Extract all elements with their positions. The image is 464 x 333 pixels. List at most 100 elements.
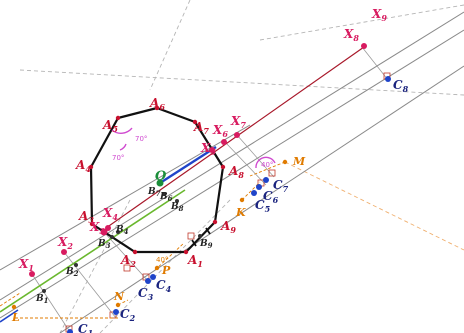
connector [103,231,149,282]
label-x7: X7 [230,114,246,130]
c-point [113,309,119,315]
parallel-lines [0,11,464,333]
b-labels: B1 B2 B3 B4 B6 B7 B8 B9 [35,187,213,305]
connector [236,134,275,178]
blue-line [159,145,217,185]
vertex-point [212,219,218,225]
c-point [263,177,269,183]
label-b8: B8 [170,202,184,213]
label-b7: B7 [147,187,161,198]
x-point [100,228,108,236]
label-b2: B2 [65,267,79,278]
label-x3: X3 [89,220,105,236]
blue-line-short [0,309,19,323]
point-k [239,197,245,203]
label-a4: A4 [75,158,91,174]
green-line [0,189,186,313]
label-c1: C1 [78,322,93,333]
center-point [156,179,164,187]
dashed-line [99,199,231,333]
label-k: K [235,206,246,219]
perpendicular-connectors [31,46,389,333]
connector [225,142,267,186]
edge-ticks [191,227,211,247]
vertex-point [154,105,160,111]
label-x2: X2 [57,235,73,251]
dashed-line [259,4,464,41]
vertex-point [192,119,198,125]
orange-labels: K L M N P [11,155,306,324]
b-point [175,199,179,203]
tick [205,227,211,235]
label-l: L [11,311,20,324]
parallel-line [0,124,251,271]
label-b9: B9 [199,239,213,250]
vertex-point [132,249,138,255]
label-x8: X8 [343,27,359,43]
x-point [105,225,111,231]
label-c2: C2 [120,307,136,323]
c-point [256,184,262,190]
parallel-line [0,11,464,301]
point-m [282,159,288,165]
label-n: N [113,290,125,303]
point-p [154,265,160,271]
parallel-line [59,65,464,333]
orange-line [154,242,185,271]
label-c7: C7 [273,178,289,194]
c-point [150,274,156,280]
angle-arc-70 [111,127,133,134]
right-angle [123,264,131,272]
vertex-point [220,164,226,170]
b-point [116,230,120,234]
x-point [234,132,240,138]
angle-arc-70-inner [119,143,127,151]
vertex-point [115,115,121,121]
dashed-line [149,0,191,91]
right-angle [187,232,195,240]
label-c6: C6 [263,189,279,205]
angle-label-40b: 40° [156,256,168,264]
dashed-construction-lines [19,0,464,333]
vertex-points [88,105,226,255]
label-x6: X6 [212,123,228,139]
x-point [221,139,227,145]
orange-line [0,292,21,307]
c-point [67,329,73,333]
red-line [105,46,365,229]
c-point [385,76,391,82]
angle-label-70b: 70° [112,154,124,162]
right-angle [268,169,276,177]
label-a8: A8 [228,164,244,180]
c-points [67,76,391,333]
label-a9: A9 [220,219,236,235]
dashed-line [284,161,464,251]
x-point [209,147,215,153]
b-point [162,192,166,196]
angle-arcs [111,127,276,169]
c-point [145,278,151,284]
label-c5: C5 [255,198,271,214]
label-c8: C8 [393,78,409,94]
label-a5: A5 [102,118,118,134]
vertex-point [183,249,189,255]
label-a3: A3 [78,209,94,225]
b-point [42,289,46,293]
label-c3: C3 [138,286,154,302]
label-x5: X5 [200,141,216,157]
x-point [29,271,35,277]
tick [191,239,197,247]
orange-points [11,159,288,310]
label-x9: X9 [371,7,387,23]
c-labels: C1 C2 C3 C4 C5 C6 C7 C8 [78,78,409,333]
vertex-labels: A1 A2 A3 A4 A5 A6 A7 A8 A9 [75,96,244,269]
label-b1: B1 [35,294,48,305]
x-points [29,43,367,277]
angle-label-70a: 70° [135,135,147,143]
label-p: P [161,264,171,277]
label-b4: B4 [115,225,129,236]
label-c4: C4 [156,278,172,294]
label-a6: A6 [149,96,165,112]
